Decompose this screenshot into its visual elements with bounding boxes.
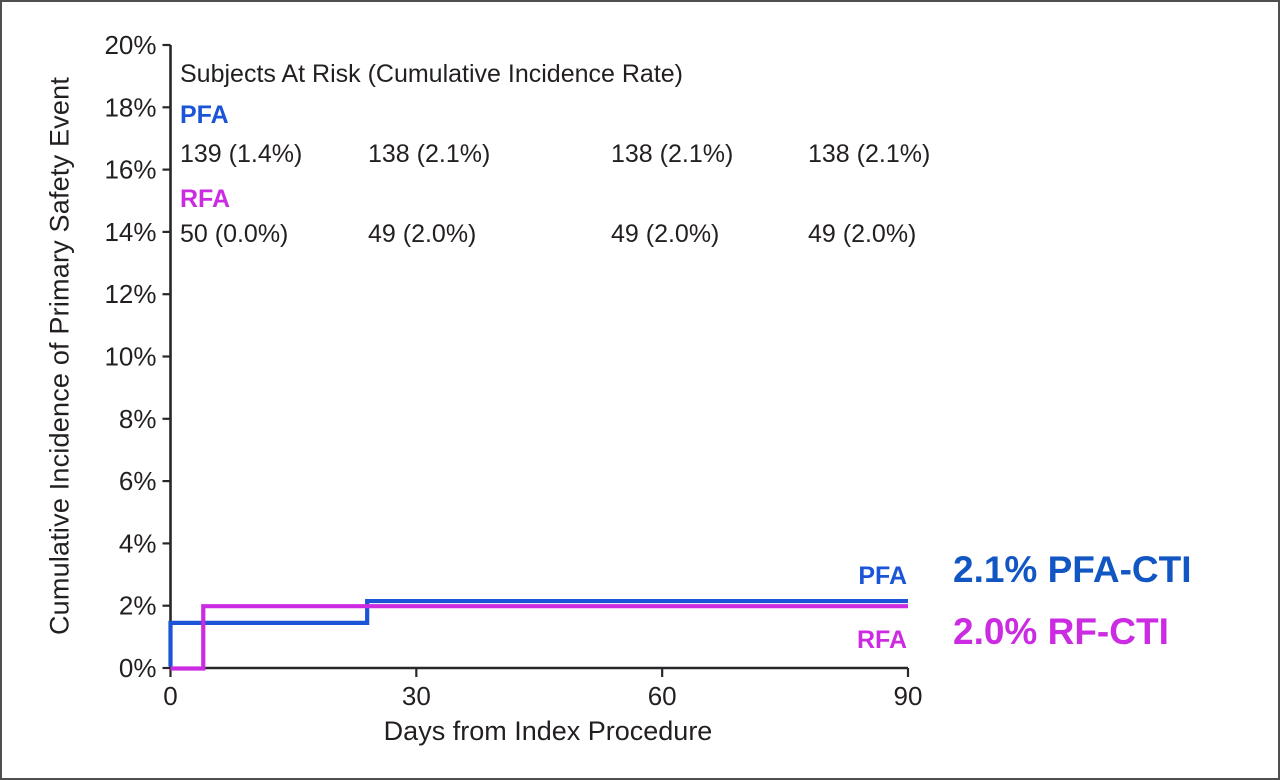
at-risk-value-pfa-day90: 138 (2.1%): [808, 140, 931, 168]
at-risk-value-pfa-day0: 139 (1.4%): [180, 140, 303, 168]
x-axis-title: Days from Index Procedure: [383, 716, 713, 746]
x-tick-label: 0: [163, 681, 177, 711]
y-tick-label: 10%: [104, 342, 156, 372]
series-line-pfa: [168, 598, 908, 667]
y-tick-label: 14%: [104, 217, 156, 247]
at-risk-value-rfa-day90: 49 (2.0%): [808, 220, 917, 248]
y-tick-label: 8%: [119, 404, 157, 434]
x-tick-label: 60: [648, 681, 677, 711]
x-tick-label: 30: [402, 681, 431, 711]
at-risk-value-rfa-day0: 50 (0.0%): [180, 220, 289, 248]
y-tick-label: 2%: [119, 591, 157, 621]
x-tick-label: 90: [894, 681, 923, 711]
at-risk-group-label-pfa: PFA: [180, 101, 229, 129]
at-risk-header: Subjects At Risk (Cumulative Incidence R…: [180, 60, 683, 88]
at-risk-value-pfa-day30: 138 (2.1%): [368, 140, 491, 168]
y-tick-label: 0%: [119, 653, 157, 683]
series-end-label-rfa: RFA: [857, 626, 907, 654]
y-tick-label: 12%: [104, 279, 156, 309]
at-risk-group-label-rfa: RFA: [180, 185, 230, 213]
y-tick-label: 6%: [119, 466, 157, 496]
at-risk-value-rfa-day60: 49 (2.0%): [611, 220, 720, 248]
annotation-rfa-result: 2.0% RF-CTI: [953, 611, 1169, 652]
annotation-pfa-result: 2.1% PFA-CTI: [953, 549, 1192, 590]
series-line-rfa: [170, 604, 908, 671]
series-end-label-pfa: PFA: [858, 562, 907, 590]
y-tick-label: 16%: [104, 155, 156, 185]
at-risk-table: Subjects At Risk (Cumulative Incidence R…: [0, 0, 1280, 300]
y-tick-label: 20%: [104, 30, 156, 60]
at-risk-value-pfa-day60: 138 (2.1%): [611, 140, 734, 168]
at-risk-value-rfa-day30: 49 (2.0%): [368, 220, 477, 248]
y-tick-label: 18%: [104, 92, 156, 122]
y-tick-label: 4%: [119, 528, 157, 558]
